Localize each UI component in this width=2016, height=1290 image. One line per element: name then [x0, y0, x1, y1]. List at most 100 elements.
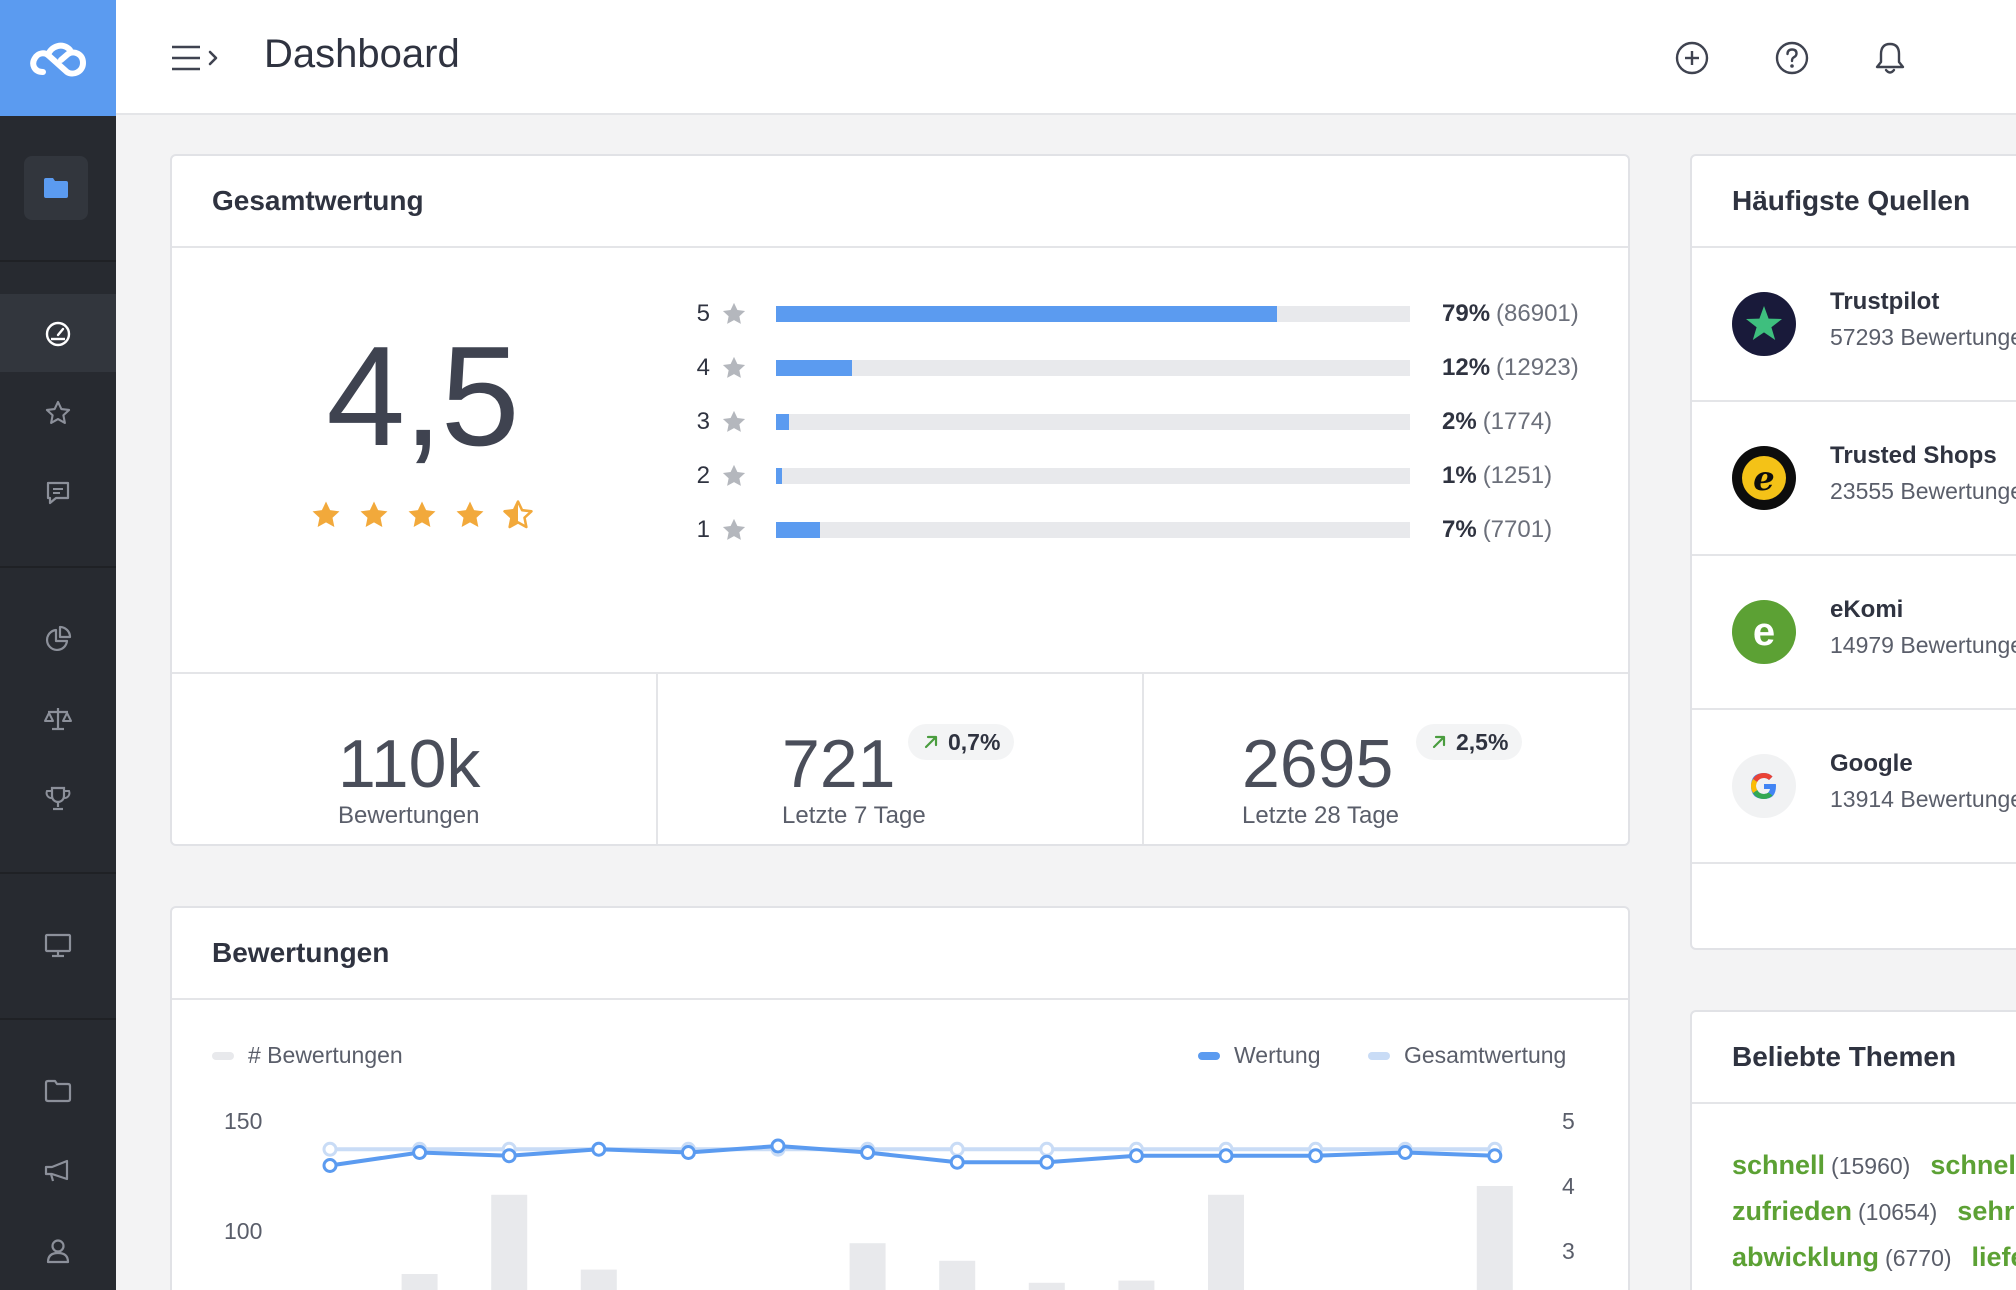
sidebar-item-awards[interactable] [0, 760, 116, 838]
reviews-bar[interactable] [401, 1274, 438, 1290]
rating-bar-fill [776, 306, 1277, 322]
help-button[interactable] [1772, 38, 1812, 78]
legend-overall[interactable]: Gesamtwertung [1368, 1042, 1566, 1069]
bell-icon [1875, 42, 1905, 74]
rating-point[interactable] [949, 1154, 965, 1170]
rating-point[interactable] [770, 1138, 786, 1154]
stat-caption: Bewertungen [338, 802, 480, 829]
rating-row-5[interactable]: 5 79% (86901) [688, 294, 1628, 334]
rating-point[interactable] [1308, 1148, 1324, 1164]
rating-row-label: 3 [696, 408, 710, 435]
source-name: eKomi [1830, 596, 1904, 623]
add-button[interactable] [1672, 38, 1712, 78]
sidebar-item-comments[interactable] [0, 454, 116, 532]
overall-score-value: 4,5 [326, 317, 519, 476]
right-axis-tick: 4 [1562, 1173, 1575, 1199]
reviews-bar[interactable] [939, 1260, 976, 1290]
rating-point[interactable] [1218, 1148, 1234, 1164]
legend-swatch-overall [1368, 1051, 1390, 1060]
rating-point[interactable] [501, 1148, 517, 1164]
source-count: 23555 Bewertungen [1830, 478, 2016, 504]
legend-rating[interactable]: Wertung [1198, 1042, 1321, 1069]
stat-delta-badge: 0,7% [908, 724, 1015, 760]
rating-point[interactable] [412, 1145, 428, 1160]
topic-word[interactable]: zufrieden [1732, 1196, 1853, 1226]
overall-stars [172, 498, 672, 532]
reviews-bar[interactable] [491, 1194, 528, 1290]
rating-point[interactable] [591, 1141, 607, 1157]
sidebar-item-reviews[interactable] [0, 374, 116, 452]
reviews-bar[interactable] [1476, 1186, 1513, 1290]
rating-point[interactable] [1039, 1154, 1055, 1170]
plus-circle-icon [1675, 41, 1709, 75]
star-full-icon [408, 501, 436, 528]
right-axis-tick: 3 [1562, 1238, 1575, 1264]
rating-bar-track [776, 360, 1410, 376]
source-item[interactable]: e eKomi 14979 Bewertungen [1692, 556, 2016, 710]
menu-toggle-button[interactable] [170, 40, 226, 76]
rating-point[interactable] [1487, 1148, 1503, 1164]
rating-bar-fill [776, 360, 853, 376]
sidebar-item-dashboard[interactable] [0, 294, 116, 372]
star-icon [722, 410, 746, 432]
topic-word[interactable]: schnelle [1930, 1150, 2016, 1180]
rating-row-2[interactable]: 2 1% (1251) [688, 456, 1628, 496]
topic-row: abwicklung(6770) lieferung [1732, 1242, 2016, 1273]
sidebar-item-files[interactable] [0, 1052, 116, 1130]
stat-delta-value: 2,5% [1456, 728, 1509, 755]
sidebar-item-widgets[interactable] [0, 906, 116, 984]
legend-label-reviews: # Bewertungen [248, 1042, 403, 1068]
rating-point[interactable] [322, 1158, 338, 1173]
stat-row: 110k Bewertungen 721 Letzte 7 Tage 0,7% 2695 L… [172, 672, 1628, 844]
sidebar-item-compare[interactable] [0, 680, 116, 758]
topic-word[interactable]: abwicklung [1732, 1242, 1880, 1272]
trusted-shops-logo: e [1732, 446, 1796, 510]
topic-count: (6770) [1885, 1245, 1952, 1271]
reviews-bar[interactable] [1118, 1280, 1155, 1290]
star-half-icon [503, 500, 533, 529]
overall-rating-title: Gesamtwertung [172, 156, 1628, 248]
legend-reviews[interactable]: # Bewertungen [212, 1042, 403, 1069]
app-logo[interactable] [0, 0, 116, 116]
legend-swatch-reviews [212, 1051, 234, 1060]
overall-rating-point[interactable] [949, 1141, 965, 1157]
rating-distribution: 5 79% (86901) 4 12% (12923) 3 2% (1774) 2 1% (1251)… [688, 248, 1628, 548]
overall-rating-point[interactable] [322, 1141, 338, 1157]
sidebar-item-analytics[interactable] [0, 600, 116, 678]
topic-word[interactable]: schnell [1732, 1150, 1826, 1180]
notifications-button[interactable] [1870, 38, 1910, 78]
rating-bar-track [776, 306, 1410, 322]
rating-row-1[interactable]: 1 7% (7701) [688, 510, 1628, 550]
rating-point[interactable] [1128, 1148, 1144, 1164]
popular-topics-title: Beliebte Themen [1692, 1012, 2016, 1104]
rating-point[interactable] [1397, 1145, 1413, 1160]
rating-row-count: (12923) [1496, 354, 1579, 381]
reviews-bar[interactable] [1208, 1194, 1244, 1290]
source-item[interactable]: Google 13914 Bewertungen [1692, 710, 2016, 864]
legend-swatch-rating [1198, 1051, 1220, 1060]
rating-row-count: (1251) [1482, 462, 1553, 489]
rating-row-3[interactable]: 3 2% (1774) [688, 402, 1628, 442]
sidebar-item-account[interactable] [0, 1212, 116, 1290]
topic-row: zufrieden (10654) sehr [1732, 1196, 2014, 1227]
topic-word[interactable]: lieferung [1971, 1242, 2016, 1272]
topic-word[interactable]: sehr [1957, 1196, 2015, 1226]
reviews-bar[interactable] [849, 1243, 886, 1290]
rating-row-percent: 1% (1251) [1442, 462, 1553, 489]
rating-row-4[interactable]: 4 12% (12923) [688, 348, 1628, 388]
reviews-bar[interactable] [1028, 1282, 1065, 1290]
source-count: 57293 Bewertungen [1830, 324, 2016, 350]
sidebar-item-campaigns[interactable] [0, 1132, 116, 1210]
google-logo [1732, 754, 1796, 818]
overall-rating-point[interactable] [1039, 1141, 1055, 1157]
rating-row-count: (1774) [1482, 408, 1553, 435]
trend-up-icon [1432, 735, 1446, 749]
source-item[interactable]: Trustpilot 57293 Bewertungen [1692, 248, 2016, 402]
sidebar-item-projects[interactable] [24, 156, 88, 220]
rating-point[interactable] [680, 1145, 696, 1160]
svg-text:e: e [1753, 610, 1775, 654]
source-item[interactable]: e Trusted Shops 23555 Bewertungen [1692, 402, 2016, 556]
reviews-bar[interactable] [580, 1269, 617, 1290]
rating-point[interactable] [860, 1145, 876, 1160]
scale-icon [44, 708, 72, 731]
